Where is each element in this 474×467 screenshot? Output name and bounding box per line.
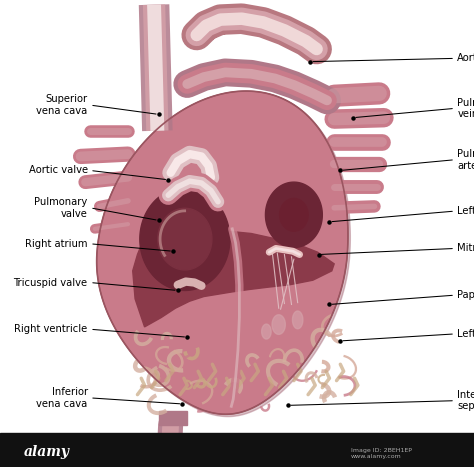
Polygon shape bbox=[257, 317, 276, 347]
Text: Mitral valve: Mitral valve bbox=[457, 243, 474, 254]
Polygon shape bbox=[99, 93, 350, 417]
Text: Left ventricle: Left ventricle bbox=[457, 329, 474, 339]
Polygon shape bbox=[262, 324, 271, 339]
Polygon shape bbox=[272, 315, 285, 334]
Polygon shape bbox=[97, 91, 348, 414]
Polygon shape bbox=[265, 182, 322, 248]
Text: www.alamy.com: www.alamy.com bbox=[351, 454, 401, 459]
Text: Aorta: Aorta bbox=[457, 53, 474, 64]
Text: Image ID: 2BEH1EP: Image ID: 2BEH1EP bbox=[351, 448, 411, 453]
Text: Tricuspid valve: Tricuspid valve bbox=[14, 277, 88, 288]
Bar bbox=[0, 433, 474, 467]
Text: Aortic valve: Aortic valve bbox=[28, 165, 88, 176]
Polygon shape bbox=[287, 302, 308, 338]
Text: Left atrium: Left atrium bbox=[457, 206, 474, 216]
Text: Pulmonary
veins: Pulmonary veins bbox=[457, 98, 474, 119]
Text: Right atrium: Right atrium bbox=[25, 239, 88, 249]
Polygon shape bbox=[158, 208, 212, 270]
Text: Superior
vena cava: Superior vena cava bbox=[36, 94, 88, 116]
Polygon shape bbox=[292, 311, 303, 329]
Text: alamy: alamy bbox=[24, 445, 70, 459]
Text: Inferior
vena cava: Inferior vena cava bbox=[36, 387, 88, 409]
Polygon shape bbox=[140, 188, 230, 290]
Text: Right ventricle: Right ventricle bbox=[14, 324, 88, 334]
Text: Papillary muscles: Papillary muscles bbox=[457, 290, 474, 300]
Polygon shape bbox=[159, 411, 187, 425]
Text: Pulmonary
arteries: Pulmonary arteries bbox=[457, 149, 474, 170]
Text: Pulmonary
valve: Pulmonary valve bbox=[35, 197, 88, 219]
Polygon shape bbox=[280, 198, 308, 231]
Polygon shape bbox=[133, 229, 334, 327]
Text: Interventricular
septum: Interventricular septum bbox=[457, 390, 474, 411]
Polygon shape bbox=[265, 305, 292, 344]
